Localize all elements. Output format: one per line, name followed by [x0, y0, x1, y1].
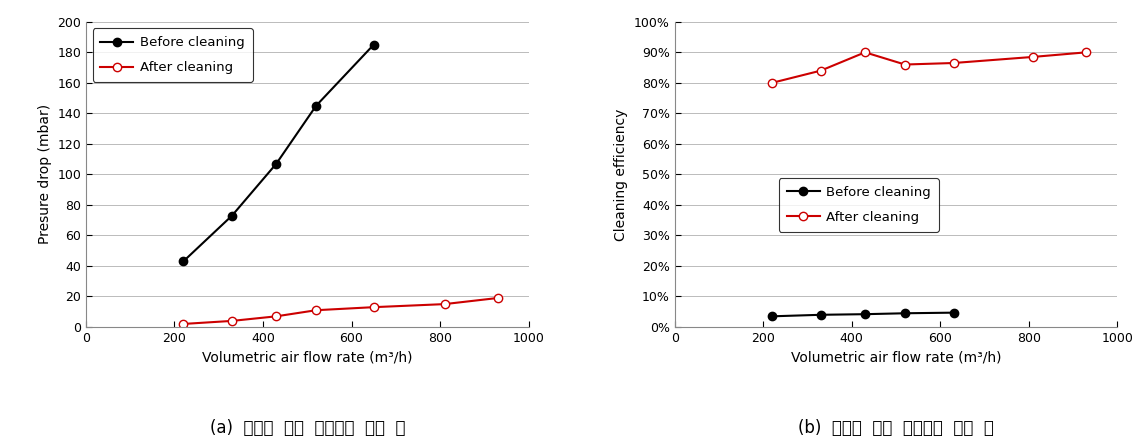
- Line: After cleaning: After cleaning: [768, 48, 1091, 87]
- Y-axis label: Cleaning efficiency: Cleaning efficiency: [614, 108, 628, 241]
- After cleaning: [947, 60, 960, 65]
- Before cleaning: [176, 259, 190, 264]
- Before cleaning: [858, 312, 872, 317]
- Line: Before cleaning: Before cleaning: [768, 309, 958, 320]
- X-axis label: Volumetric air flow rate (m³/h): Volumetric air flow rate (m³/h): [791, 351, 1002, 364]
- After cleaning: [225, 318, 238, 324]
- Before cleaning: [367, 42, 380, 48]
- After cleaning: [490, 296, 504, 301]
- Before cleaning: [309, 103, 323, 109]
- Text: (b)  유량에  대한  공정효율  비교  예: (b) 유량에 대한 공정효율 비교 예: [798, 419, 994, 436]
- Legend: Before cleaning, After cleaning: Before cleaning, After cleaning: [778, 178, 939, 232]
- Text: (a)  유량에  대한  차압특성  비교  예: (a) 유량에 대한 차압특성 비교 예: [210, 419, 405, 436]
- Before cleaning: [225, 213, 238, 218]
- Y-axis label: Presure drop (mbar): Presure drop (mbar): [38, 104, 52, 245]
- Before cleaning: [766, 314, 779, 319]
- Before cleaning: [947, 310, 960, 315]
- After cleaning: [1080, 50, 1093, 55]
- Legend: Before cleaning, After cleaning: Before cleaning, After cleaning: [93, 28, 253, 82]
- After cleaning: [176, 321, 190, 327]
- Line: After cleaning: After cleaning: [179, 294, 502, 328]
- Before cleaning: [814, 312, 827, 317]
- After cleaning: [367, 304, 380, 310]
- Before cleaning: [898, 310, 912, 316]
- After cleaning: [438, 302, 452, 307]
- After cleaning: [766, 80, 779, 85]
- After cleaning: [898, 62, 912, 67]
- Line: Before cleaning: Before cleaning: [179, 41, 378, 266]
- X-axis label: Volumetric air flow rate (m³/h): Volumetric air flow rate (m³/h): [202, 351, 413, 364]
- After cleaning: [814, 68, 827, 73]
- After cleaning: [858, 50, 872, 55]
- Before cleaning: [269, 161, 283, 166]
- After cleaning: [309, 308, 323, 313]
- After cleaning: [1027, 54, 1041, 60]
- After cleaning: [269, 314, 283, 319]
